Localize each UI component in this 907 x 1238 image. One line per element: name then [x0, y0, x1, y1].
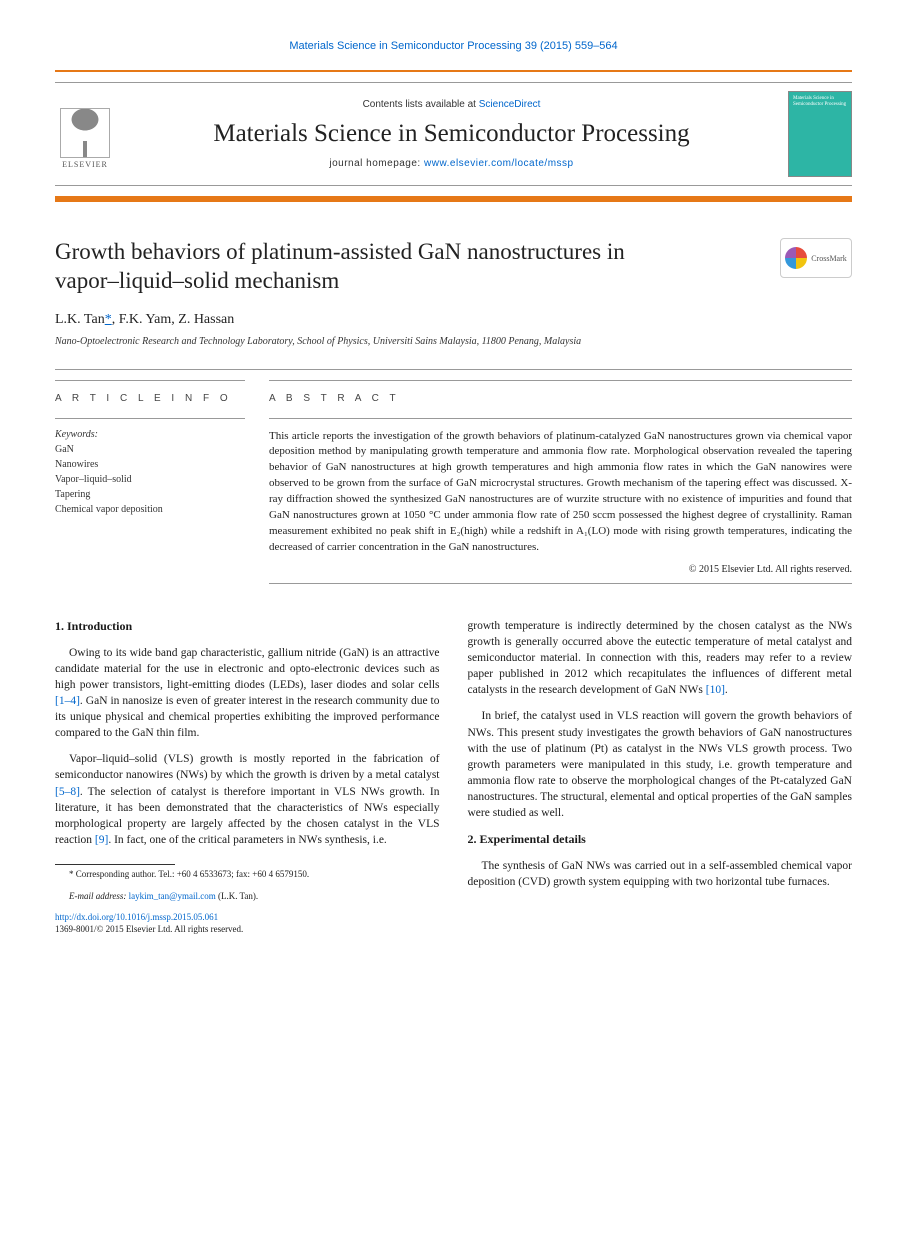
body-text: growth temperature is indirectly determi…	[468, 620, 853, 696]
corresponding-author-footnote: * Corresponding author. Tel.: +60 4 6533…	[55, 869, 440, 881]
keyword-item: Tapering	[55, 487, 245, 502]
citation-link[interactable]: [9]	[95, 834, 108, 846]
citation-link[interactable]: [10]	[706, 684, 725, 696]
author-1: L.K. Tan	[55, 312, 105, 327]
divider	[55, 369, 852, 370]
keyword-item: Chemical vapor deposition	[55, 502, 245, 517]
email-footnote: E-mail address: laykim_tan@ymail.com (L.…	[55, 891, 440, 903]
divider	[269, 418, 852, 419]
paragraph: Owing to its wide band gap characteristi…	[55, 645, 440, 742]
paragraph: growth temperature is indirectly determi…	[468, 618, 853, 698]
body-text: .	[725, 684, 728, 696]
doi-block: http://dx.doi.org/10.1016/j.mssp.2015.05…	[55, 912, 440, 935]
abstract-panel: A B S T R A C T This article reports the…	[269, 380, 852, 585]
keyword-item: GaN	[55, 442, 245, 457]
elsevier-logo: ELSEVIER	[55, 99, 115, 169]
email-suffix: (L.K. Tan).	[216, 891, 258, 901]
authors-rest: , F.K. Yam, Z. Hassan	[112, 312, 235, 327]
keywords-list: GaN Nanowires Vapor–liquid–solid Taperin…	[55, 442, 245, 517]
citation-link[interactable]: [1–4]	[55, 695, 80, 707]
crossmark-label: CrossMark	[811, 254, 847, 263]
crossmark-badge[interactable]: CrossMark	[780, 238, 852, 278]
body-text: . In fact, one of the critical parameter…	[108, 834, 386, 846]
email-label: E-mail address:	[69, 891, 129, 901]
elsevier-tree-icon	[60, 108, 110, 158]
journal-cover-thumbnail: Materials Science in Semiconductor Proce…	[788, 91, 852, 177]
contents-prefix: Contents lists available at	[363, 99, 479, 110]
abstract-copyright: © 2015 Elsevier Ltd. All rights reserved…	[269, 564, 852, 575]
journal-title: Materials Science in Semiconductor Proce…	[129, 120, 774, 148]
header-citation: Materials Science in Semiconductor Proce…	[55, 40, 852, 52]
paragraph: Vapor–liquid–solid (VLS) growth is mostl…	[55, 751, 440, 848]
crossmark-icon	[785, 247, 807, 269]
article-title: Growth behaviors of platinum-assisted Ga…	[55, 238, 675, 296]
keyword-item: Vapor–liquid–solid	[55, 472, 245, 487]
issn-copyright: 1369-8001/© 2015 Elsevier Ltd. All right…	[55, 924, 243, 934]
article-info-heading: A R T I C L E I N F O	[55, 393, 245, 404]
homepage-prefix: journal homepage:	[329, 158, 424, 169]
body-text: Vapor–liquid–solid (VLS) growth is mostl…	[55, 753, 440, 781]
body-text: Owing to its wide band gap characteristi…	[55, 647, 440, 691]
corresponding-author-mark[interactable]: *	[105, 312, 112, 327]
paragraph: In brief, the catalyst used in VLS react…	[468, 708, 853, 821]
footnote-divider	[55, 864, 175, 865]
journal-homepage-line: journal homepage: www.elsevier.com/locat…	[129, 158, 774, 169]
affiliation: Nano-Optoelectronic Research and Technol…	[55, 336, 852, 347]
body-text: . GaN in nanosize is even of greater int…	[55, 695, 440, 739]
section-2-heading: 2. Experimental details	[468, 831, 853, 848]
journal-masthead: ELSEVIER Contents lists available at Sci…	[55, 70, 852, 202]
divider	[55, 418, 245, 419]
doi-link[interactable]: http://dx.doi.org/10.1016/j.mssp.2015.05…	[55, 912, 218, 922]
authors-line: L.K. Tan*, F.K. Yam, Z. Hassan	[55, 312, 852, 328]
article-body: 1. Introduction Owing to its wide band g…	[55, 618, 852, 936]
citation-link[interactable]: [5–8]	[55, 786, 80, 798]
sciencedirect-link[interactable]: ScienceDirect	[479, 99, 541, 110]
abstract-text: This article reports the investigation o…	[269, 429, 852, 557]
keywords-label: Keywords:	[55, 429, 245, 440]
paragraph: The synthesis of GaN NWs was carried out…	[468, 858, 853, 890]
cover-thumb-label: Materials Science in Semiconductor Proce…	[793, 96, 847, 107]
keyword-item: Nanowires	[55, 457, 245, 472]
author-email-link[interactable]: laykim_tan@ymail.com	[129, 891, 216, 901]
divider	[269, 583, 852, 584]
article-info-panel: A R T I C L E I N F O Keywords: GaN Nano…	[55, 380, 245, 585]
abstract-heading: A B S T R A C T	[269, 393, 852, 404]
journal-homepage-link[interactable]: www.elsevier.com/locate/mssp	[424, 158, 574, 169]
elsevier-label: ELSEVIER	[62, 160, 108, 169]
contents-available-line: Contents lists available at ScienceDirec…	[129, 99, 774, 110]
section-1-heading: 1. Introduction	[55, 618, 440, 635]
